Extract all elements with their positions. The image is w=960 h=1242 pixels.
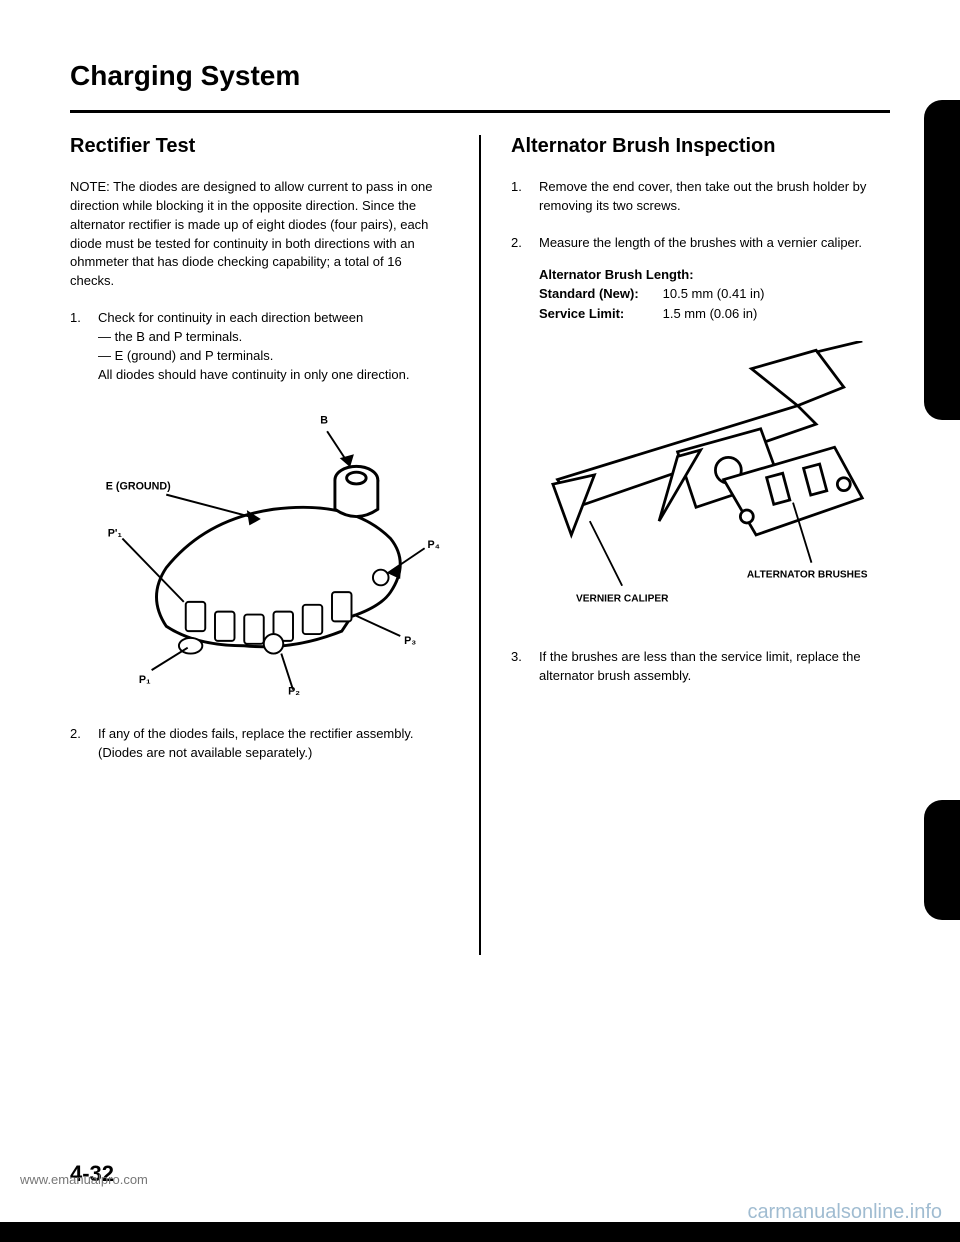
watermark-source: www.emanualpro.com: [20, 1172, 148, 1187]
bottom-black-bar: [0, 1222, 960, 1242]
binder-tab-top: [924, 100, 960, 420]
brush-svg: VERNIER CALIPER ALTERNATOR BRUSHES: [539, 341, 890, 618]
label-caliper: VERNIER CALIPER: [576, 593, 669, 604]
manual-page: Charging System Rectifier Test NOTE: The…: [0, 0, 960, 1242]
brush-step-3: If the brushes are less than the service…: [511, 648, 890, 686]
rectifier-test-heading: Rectifier Test: [70, 135, 449, 158]
step1-tail: All diodes should have continuity in onl…: [98, 367, 409, 382]
brush-step-2: Measure the length of the brushes with a…: [511, 234, 890, 624]
label-brushes: ALTERNATOR BRUSHES: [747, 569, 868, 580]
brush-step-2-text: Measure the length of the brushes with a…: [539, 235, 862, 250]
rectifier-steps: Check for continuity in each direction b…: [70, 309, 449, 762]
label-p4: P₄: [428, 540, 440, 552]
rectifier-svg: B E (GROUND) P'₁ P₄ P₁ P₂ P₃: [98, 402, 449, 695]
label-p1: P₁: [139, 674, 151, 686]
label-p1t: P'₁: [108, 528, 123, 540]
brush-steps: Remove the end cover, then take out the …: [511, 178, 890, 686]
page-title: Charging System: [70, 60, 890, 92]
spec-std-value: 10.5 mm (0.41 in): [663, 286, 765, 301]
step1-intro: Check for continuity in each direction b…: [98, 310, 363, 325]
brush-figure: VERNIER CALIPER ALTERNATOR BRUSHES: [539, 341, 890, 624]
label-b: B: [320, 415, 328, 427]
label-p2: P₂: [288, 686, 300, 695]
right-column: Alternator Brush Inspection Remove the e…: [511, 135, 890, 955]
rectifier-figure: B E (GROUND) P'₁ P₄ P₁ P₂ P₃: [98, 402, 449, 700]
rectifier-note: NOTE: The diodes are designed to allow c…: [70, 178, 449, 291]
brush-specs: Alternator Brush Length: Standard (New):…: [539, 265, 890, 324]
step1-sub-b: — E (ground) and P terminals.: [98, 347, 449, 366]
step1-sub-a: — the B and P terminals.: [98, 328, 449, 347]
spec-limit-value: 1.5 mm (0.06 in): [663, 306, 758, 321]
spec-title: Alternator Brush Length:: [539, 265, 694, 285]
label-p3: P₃: [404, 635, 416, 647]
binder-tab-bottom: [924, 800, 960, 920]
rectifier-step-1: Check for continuity in each direction b…: [70, 309, 449, 701]
spec-limit-label: Service Limit:: [539, 304, 659, 324]
rectifier-step-2: If any of the diodes fails, replace the …: [70, 725, 449, 763]
content-columns: Rectifier Test NOTE: The diodes are desi…: [70, 135, 890, 955]
brush-inspection-heading: Alternator Brush Inspection: [511, 135, 890, 158]
watermark-site: carmanualsonline.info: [747, 1201, 942, 1224]
title-rule: [70, 110, 890, 113]
label-e: E (GROUND): [106, 481, 171, 493]
left-column: Rectifier Test NOTE: The diodes are desi…: [70, 135, 449, 955]
brush-step-1: Remove the end cover, then take out the …: [511, 178, 890, 216]
column-divider: [479, 135, 481, 955]
spec-std-label: Standard (New):: [539, 284, 659, 304]
